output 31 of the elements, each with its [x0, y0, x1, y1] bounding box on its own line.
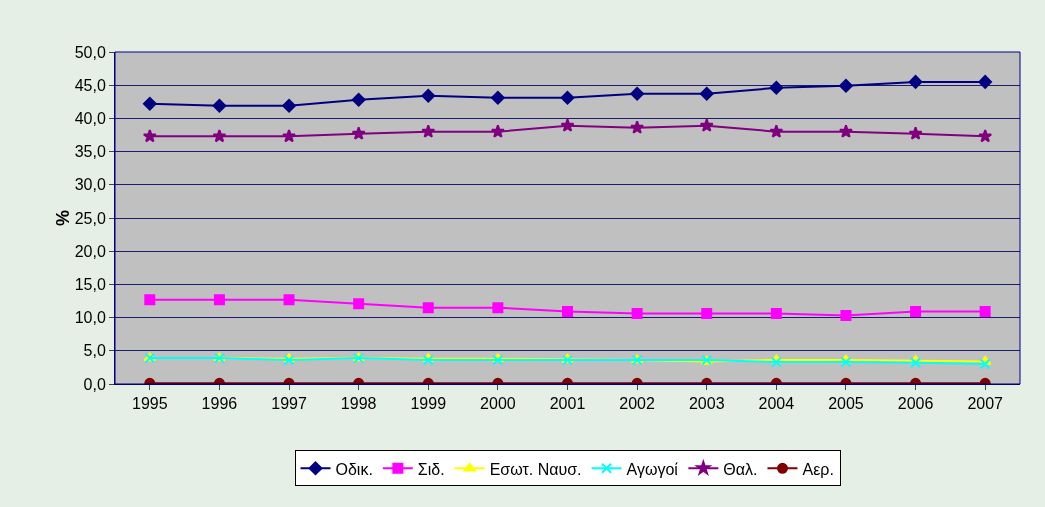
legend-label: Σιδ. [417, 460, 445, 478]
x-tick-label: 2006 [897, 395, 934, 413]
legend-label: Εσωτ. Ναυσ. [489, 460, 582, 478]
x-tick-label: 2000 [480, 395, 516, 413]
y-tick-label: 5,0 [83, 342, 106, 360]
legend-label: Αγωγοί [626, 460, 679, 478]
y-tick-label: 15,0 [74, 276, 106, 293]
legend-label: Θαλ. [723, 460, 758, 478]
x-tick-label: 1996 [201, 395, 238, 413]
x-tick-label: 2005 [828, 395, 864, 413]
x-tick-label: 2007 [967, 395, 1004, 413]
y-tick-label: 25,0 [74, 209, 106, 227]
y-tick-label: 10,0 [74, 309, 106, 327]
y-tick-label: 35,0 [74, 143, 106, 161]
legend-label: Οδικ. [335, 460, 373, 478]
y-tick-label: 30,0 [74, 176, 106, 194]
y-tick-label: 45,0 [74, 76, 106, 94]
legend-label: Αερ. [802, 460, 834, 478]
x-tick-label: 2002 [619, 395, 656, 413]
x-tick-label: 1995 [132, 395, 168, 413]
y-tick-label: 50,0 [74, 43, 106, 61]
y-tick-label: 0,0 [83, 375, 106, 393]
x-tick-label: 2004 [758, 395, 795, 413]
x-tick-label: 2003 [688, 395, 725, 413]
x-tick-label: 1997 [271, 395, 307, 413]
y-tick-label: 20,0 [74, 242, 106, 260]
y-axis-title: % [52, 209, 73, 227]
x-tick-label: 1998 [340, 395, 377, 413]
x-tick-label: 2001 [549, 395, 586, 413]
y-tick-label: 40,0 [74, 110, 106, 127]
x-tick-label: 1999 [410, 395, 447, 413]
